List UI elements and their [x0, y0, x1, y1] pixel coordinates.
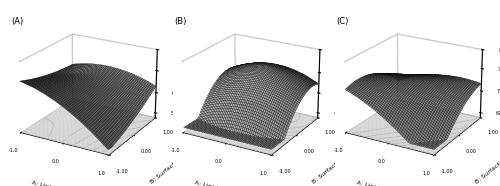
Y-axis label: B: Surfactant: B: Surfactant: [474, 155, 500, 185]
X-axis label: A: Lipid: A: Lipid: [194, 180, 218, 186]
Y-axis label: B: Surfactant: B: Surfactant: [312, 155, 347, 185]
Y-axis label: B: Surfactant: B: Surfactant: [149, 155, 184, 185]
X-axis label: A: Lipid: A: Lipid: [32, 180, 55, 186]
Text: (B): (B): [174, 17, 186, 26]
Text: (C): (C): [336, 17, 349, 26]
Text: (A): (A): [12, 17, 24, 26]
X-axis label: A: Lipid: A: Lipid: [356, 180, 380, 186]
